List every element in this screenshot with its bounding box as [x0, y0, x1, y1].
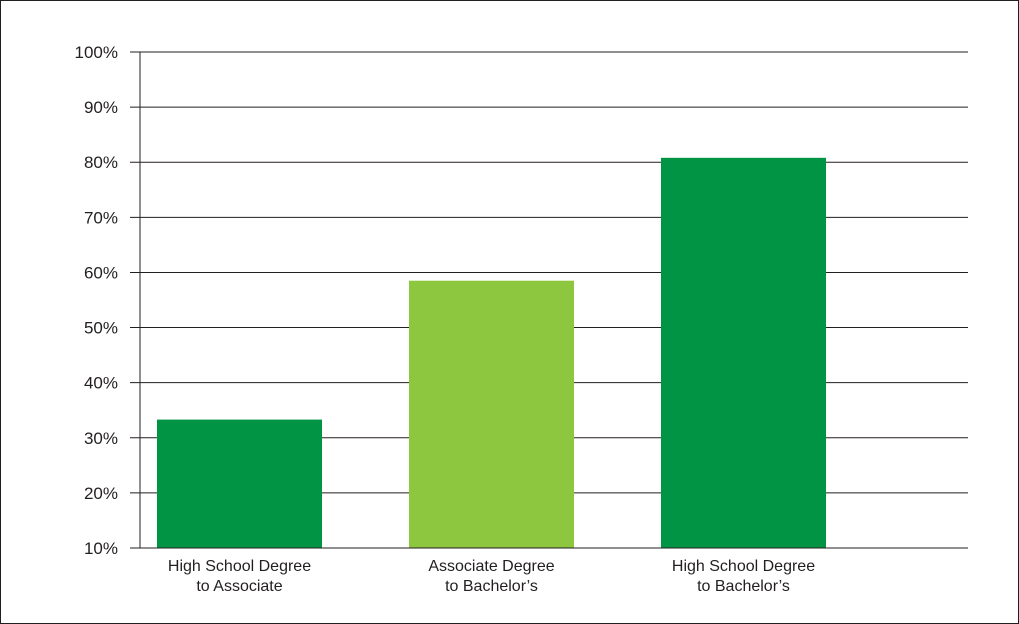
x-tick-label: to Bachelor’s [697, 578, 790, 595]
y-tick-label: 40% [84, 374, 118, 393]
x-tick-label: High School Degree [672, 558, 815, 575]
y-tick-label: 20% [84, 484, 118, 503]
y-tick-label: 10% [84, 539, 118, 558]
y-tick-label: 90% [84, 98, 118, 117]
x-tick-label: Associate Degree [428, 558, 554, 575]
x-tick-label: High School Degree [168, 558, 311, 575]
bar-1 [157, 419, 322, 548]
y-tick-label: 30% [84, 429, 118, 448]
y-tick-label: 60% [84, 263, 118, 282]
x-tick-label: to Bachelor’s [445, 578, 538, 595]
x-tick-label: to Associate [196, 578, 282, 595]
y-tick-label: 70% [84, 208, 118, 227]
y-tick-label: 80% [84, 153, 118, 172]
y-tick-label: 50% [84, 319, 118, 338]
y-tick-label: 100% [75, 43, 118, 62]
bar-3 [661, 157, 826, 548]
bar-2 [409, 280, 574, 548]
